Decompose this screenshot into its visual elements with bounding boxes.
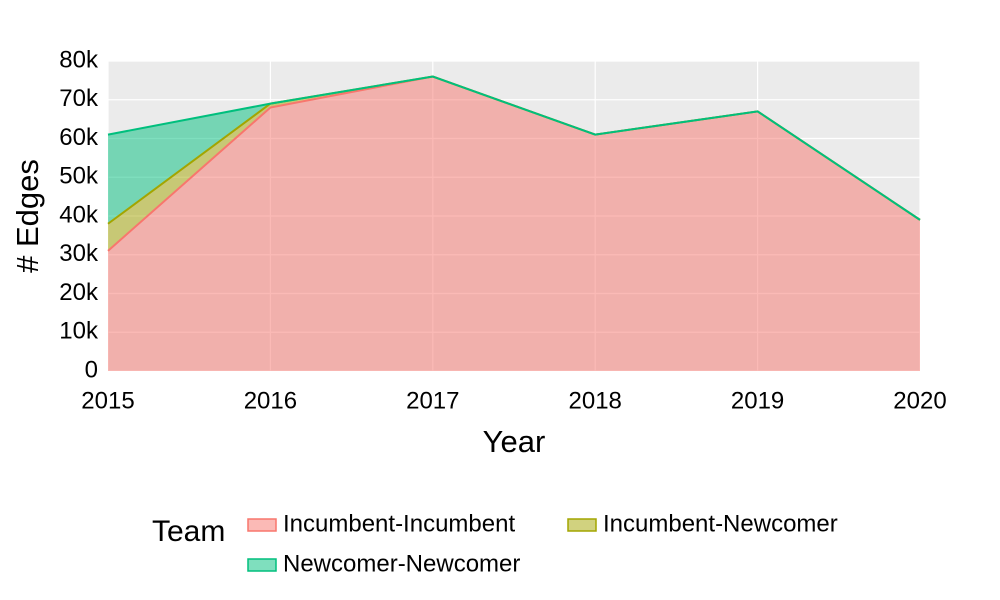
legend-title: Team [152,515,225,548]
x-tick-label: 2019 [731,387,784,414]
legend-key [567,518,597,532]
y-tick-label: 30k [59,240,99,267]
x-tick-label: 2015 [81,387,134,414]
x-tick-label: 2017 [406,387,459,414]
y-tick-label: 80k [59,46,99,73]
area-line [107,75,921,221]
x-tick-label: 2020 [893,387,946,414]
legend-key [247,518,277,532]
x-tick-label: 2018 [569,387,622,414]
x-axis-title: Year [483,424,546,459]
legend-label: Incumbent-Incumbent [283,510,515,537]
legend-label: Newcomer-Newcomer [283,550,520,577]
y-tick-label: 70k [59,85,99,112]
y-tick-label: 40k [59,201,99,228]
y-tick-label: 60k [59,124,99,151]
y-tick-label: 0 [85,356,98,383]
y-tick-label: 50k [59,163,99,190]
legend-key [247,558,277,572]
x-tick-label: 2016 [244,387,297,414]
y-tick-label: 10k [59,318,99,345]
y-axis-title: # Edges [10,159,45,273]
area [108,76,920,371]
legend-label: Incumbent-Newcomer [603,510,838,537]
y-tick-label: 20k [59,279,99,306]
